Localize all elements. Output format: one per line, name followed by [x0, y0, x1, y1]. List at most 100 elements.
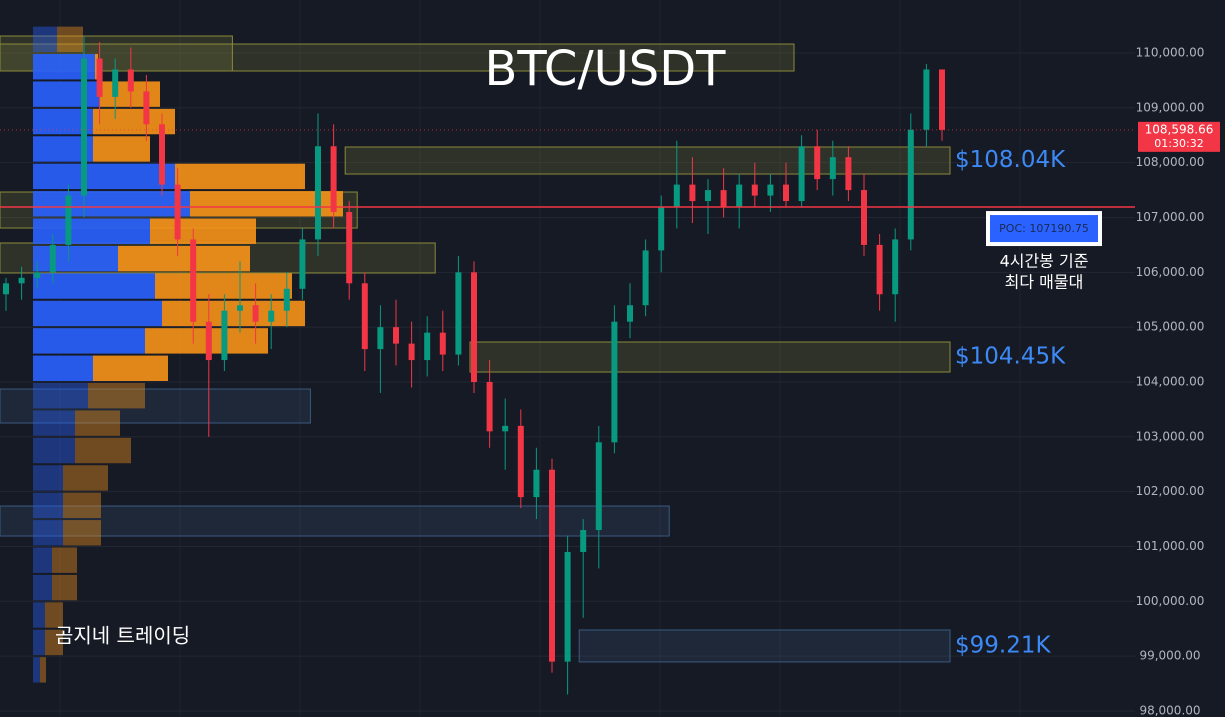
candle-body — [408, 343, 415, 361]
profile-sell — [52, 574, 77, 601]
profile-buy — [33, 492, 63, 519]
candle-body — [3, 283, 9, 295]
profile-sell — [63, 492, 101, 519]
profile-sell — [45, 602, 63, 628]
profile-sell — [93, 136, 150, 162]
candle-body — [673, 184, 680, 207]
candle-body — [939, 69, 945, 130]
candle-body — [361, 283, 368, 350]
profile-buy — [33, 657, 40, 683]
candle-body — [112, 69, 119, 97]
candle-body — [923, 69, 930, 130]
profile-buy — [33, 465, 63, 491]
annotation: 최다 매물대 — [1005, 273, 1084, 292]
candle-body — [330, 146, 337, 213]
candle-body — [580, 530, 587, 552]
profile-buy — [33, 300, 162, 327]
candle-body — [471, 272, 477, 382]
profile-sell — [75, 410, 120, 436]
candle-body — [393, 327, 399, 344]
candle-body — [595, 442, 602, 531]
candle-body — [65, 195, 72, 245]
profile-sell — [45, 629, 63, 656]
candle-body — [611, 321, 618, 443]
candle-body — [861, 190, 867, 245]
profile-buy — [33, 163, 175, 190]
candle-body — [549, 469, 555, 662]
candle-body — [892, 239, 899, 295]
profile-buy — [33, 245, 118, 272]
candle-body — [736, 184, 743, 207]
y-tick-label: 103,000.00 — [1136, 429, 1205, 443]
candle-body — [96, 58, 103, 97]
y-tick-label: 105,000.00 — [1136, 320, 1205, 334]
y-tick-label: 106,000.00 — [1136, 265, 1205, 279]
candle-body — [174, 184, 181, 240]
candle-body — [814, 146, 821, 180]
profile-sell — [95, 54, 98, 80]
profile-buy — [33, 437, 75, 464]
candle-body — [439, 332, 446, 355]
candle-body — [315, 146, 321, 240]
y-tick-label: 108,000.00 — [1136, 155, 1205, 169]
profile-buy — [33, 382, 88, 409]
candle-body — [299, 239, 306, 289]
candle-body — [502, 425, 509, 432]
y-tick-label: 101,000.00 — [1136, 539, 1205, 553]
profile-buy — [33, 574, 52, 601]
zone — [0, 43, 795, 72]
profile-sell — [162, 300, 305, 327]
zone — [0, 388, 311, 424]
y-tick-label: 104,000.00 — [1136, 374, 1205, 388]
zone-label: $104.45K — [955, 344, 1066, 370]
poc-label: POC: 107190.75 — [999, 222, 1089, 235]
y-tick-label: 100,000.00 — [1136, 594, 1205, 608]
candle-body — [907, 129, 914, 240]
zone — [344, 146, 951, 175]
candle-body — [252, 305, 259, 322]
candle-body — [689, 184, 696, 202]
candle-body — [455, 272, 462, 355]
zone — [469, 341, 951, 373]
y-tick-label: 109,000.00 — [1136, 100, 1205, 114]
candle-body — [486, 381, 493, 432]
y-tick-label: 102,000.00 — [1136, 484, 1205, 498]
candle-body — [143, 91, 150, 125]
poc-box — [986, 211, 1102, 247]
y-tick-label: 107,000.00 — [1136, 210, 1205, 224]
candle-body — [81, 58, 87, 196]
profile-buy — [33, 602, 45, 628]
profile-sell — [63, 465, 108, 491]
candle-body — [237, 305, 243, 311]
candle-body — [346, 212, 353, 284]
profile-buy — [33, 547, 52, 573]
profile-sell — [75, 437, 131, 464]
profile-sell — [175, 163, 305, 190]
candle-body — [876, 244, 883, 295]
profile-sell — [57, 26, 83, 53]
annotation: 4시간봉 기준 — [1000, 252, 1089, 271]
y-tick-label: 98,000.00 — [1139, 703, 1200, 717]
y-tick-label: 99,000.00 — [1139, 649, 1200, 663]
profile-sell — [52, 547, 77, 573]
watermark: 곰지네 트레이딩 — [55, 624, 190, 648]
candle-body — [533, 469, 540, 498]
candle-body — [658, 206, 665, 251]
profile-buy — [33, 328, 145, 354]
candle-body — [34, 272, 41, 278]
candle-body — [627, 305, 633, 322]
profile-buy — [33, 273, 155, 299]
candle-body — [798, 146, 805, 202]
y-tick-label: 110,000.00 — [1136, 46, 1205, 60]
profile-sell — [88, 382, 145, 409]
candle-body — [564, 551, 571, 662]
profile-sell — [93, 355, 168, 381]
profile-buy — [33, 629, 45, 656]
candle-body — [705, 190, 711, 202]
profile-buy — [33, 81, 100, 107]
candle-body — [268, 310, 275, 322]
candle-body — [190, 239, 197, 322]
candle-body — [283, 288, 290, 311]
candle-body — [720, 190, 727, 207]
profile-sell — [150, 218, 256, 244]
